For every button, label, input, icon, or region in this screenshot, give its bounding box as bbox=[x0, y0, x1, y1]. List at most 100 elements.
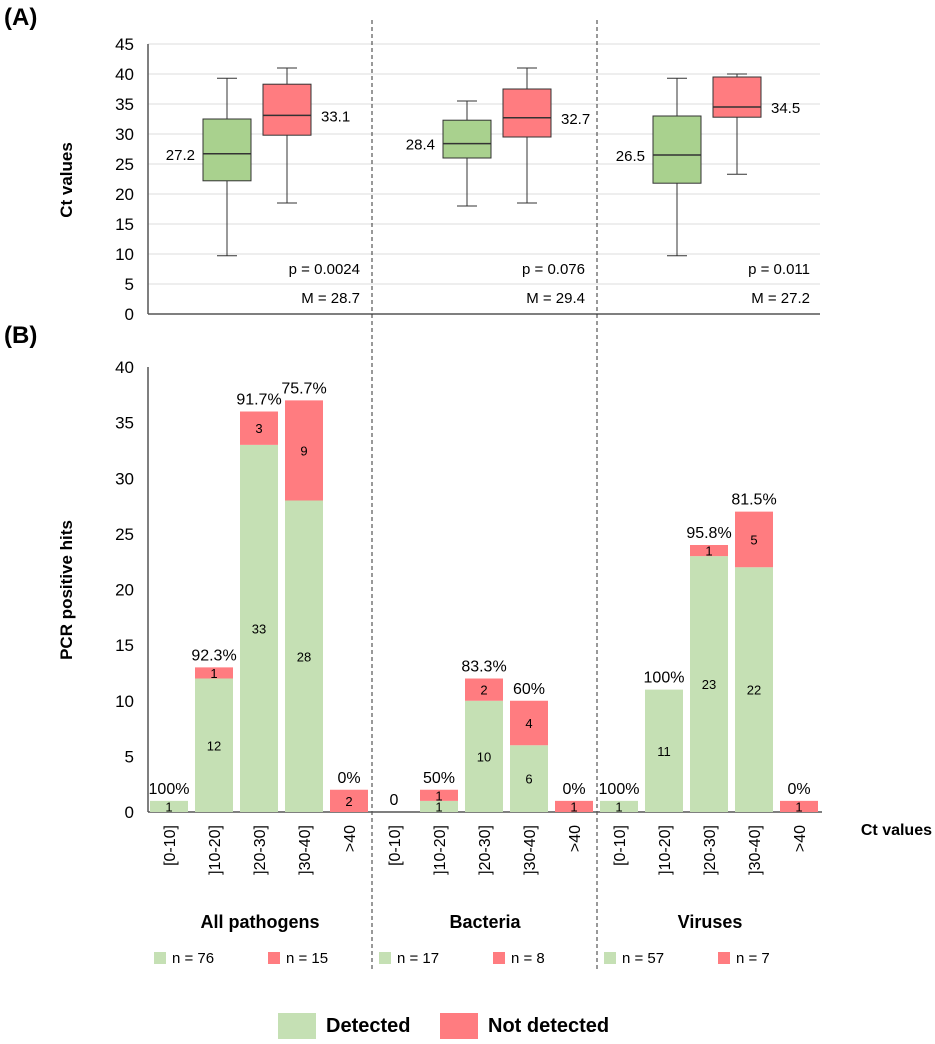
not_detected-box bbox=[712, 76, 762, 118]
x-tick-label: >40 bbox=[792, 825, 809, 852]
percent-label: 91.7% bbox=[236, 392, 281, 409]
panel-b-label: (B) bbox=[4, 322, 38, 349]
bar-value-not-detected: 1 bbox=[795, 799, 802, 814]
x-tick-label: ]10-20] bbox=[207, 825, 224, 875]
bar-value-detected: 10 bbox=[477, 749, 491, 764]
legend-detected-label: Detected bbox=[326, 1014, 411, 1037]
bar-value-not-detected: 1 bbox=[570, 799, 577, 814]
x-tick-label: ]10-20] bbox=[657, 825, 674, 875]
mean-label: M = 28.7 bbox=[301, 290, 360, 307]
percent-label: 83.3% bbox=[461, 659, 506, 676]
y-tick-label: 25 bbox=[115, 155, 134, 174]
bar-value-detected: 12 bbox=[207, 738, 221, 753]
bar-value-not-detected: 1 bbox=[705, 544, 712, 559]
legend-not-detected-label: Not detected bbox=[488, 1014, 610, 1037]
not_detected-box bbox=[502, 88, 552, 138]
bar-not-detected bbox=[735, 511, 773, 568]
n-detected: n = 17 bbox=[397, 950, 439, 967]
x-tick-label: [0-10] bbox=[612, 825, 629, 866]
y-tick-label: 10 bbox=[115, 692, 134, 711]
x-tick-label: ]20-30] bbox=[702, 825, 719, 875]
legend-detected-swatch bbox=[278, 1013, 316, 1039]
bar-value-detected: 22 bbox=[747, 683, 761, 698]
median-label: 27.2 bbox=[166, 147, 195, 164]
legend-not-detected-swatch bbox=[440, 1013, 478, 1039]
percent-label: 100% bbox=[149, 781, 190, 798]
x-axis-title: Ct values bbox=[861, 822, 932, 839]
legend-swatch-not-detected bbox=[268, 952, 280, 964]
y-tick-label: 25 bbox=[115, 525, 134, 544]
bar-not-detected bbox=[240, 411, 278, 445]
mean-label: M = 29.4 bbox=[526, 290, 585, 307]
bar-value-detected: 6 bbox=[525, 772, 532, 787]
x-tick-label: [0-10] bbox=[387, 825, 404, 866]
bar-value-detected: 1 bbox=[615, 799, 622, 814]
percent-label: 92.3% bbox=[191, 647, 236, 664]
percent-label: 81.5% bbox=[731, 492, 776, 509]
panel-a-label: (A) bbox=[4, 4, 38, 31]
legend-swatch-detected bbox=[604, 952, 616, 964]
y-tick-label: 40 bbox=[115, 65, 134, 84]
bar-detected bbox=[240, 444, 278, 812]
y-tick-label: 20 bbox=[115, 185, 134, 204]
detected-box bbox=[652, 115, 702, 184]
bar-detected bbox=[600, 800, 638, 812]
median-label: 32.7 bbox=[561, 111, 590, 128]
percent-label: 50% bbox=[423, 770, 455, 787]
x-tick-label: ]20-30] bbox=[252, 825, 269, 875]
bar-value-not-detected: 1 bbox=[210, 666, 217, 681]
not_detected-box bbox=[262, 83, 312, 136]
bar-detected bbox=[510, 745, 548, 812]
median-label: 34.5 bbox=[771, 100, 800, 117]
x-tick-label: ]30-40] bbox=[522, 825, 539, 875]
x-tick-label: >40 bbox=[567, 825, 584, 852]
y-tick-label: 30 bbox=[115, 125, 134, 144]
bar-detected bbox=[285, 500, 323, 812]
bar-not-detected bbox=[420, 789, 458, 801]
n-not-detected: n = 15 bbox=[286, 950, 328, 967]
y-tick-label: 15 bbox=[115, 215, 134, 234]
y-tick-label: 35 bbox=[115, 414, 134, 433]
y-tick-label: 40 bbox=[115, 358, 134, 377]
legend-swatch-not-detected bbox=[718, 952, 730, 964]
percent-label: 0% bbox=[337, 770, 360, 787]
x-tick-label: ]30-40] bbox=[297, 825, 314, 875]
group-label: Bacteria bbox=[449, 912, 521, 932]
y-tick-label: 45 bbox=[115, 35, 134, 54]
percent-label: 100% bbox=[644, 670, 685, 687]
percent-label: 0 bbox=[390, 792, 399, 809]
y-tick-label: 5 bbox=[125, 275, 134, 294]
x-tick-label: ]20-30] bbox=[477, 825, 494, 875]
mean-label: M = 27.2 bbox=[751, 290, 810, 307]
y-tick-label: 15 bbox=[115, 636, 134, 655]
bar-not-detected bbox=[465, 678, 503, 701]
legend-swatch-detected bbox=[154, 952, 166, 964]
bar-not-detected bbox=[195, 667, 233, 679]
percent-label: 0% bbox=[787, 781, 810, 798]
x-tick-label: >40 bbox=[342, 825, 359, 852]
median-label: 28.4 bbox=[406, 137, 435, 154]
percent-label: 75.7% bbox=[281, 380, 326, 397]
bar-detected bbox=[690, 556, 728, 812]
p-value: p = 0.011 bbox=[748, 261, 810, 278]
group-label: Viruses bbox=[678, 912, 743, 932]
bar-detected bbox=[420, 800, 458, 812]
legend-swatch-detected bbox=[379, 952, 391, 964]
bar-value-detected: 11 bbox=[657, 744, 671, 759]
bar-value-not-detected: 9 bbox=[300, 443, 307, 458]
y-tick-label: 30 bbox=[115, 469, 134, 488]
bar-detected bbox=[645, 689, 683, 812]
n-not-detected: n = 7 bbox=[736, 950, 770, 967]
legend-swatch-not-detected bbox=[493, 952, 505, 964]
legend-not-detected: Not detected bbox=[440, 1013, 609, 1039]
bar-detected bbox=[735, 567, 773, 812]
x-tick-label: ]30-40] bbox=[747, 825, 764, 875]
bar-value-detected: 23 bbox=[702, 677, 716, 692]
y-tick-label: 5 bbox=[125, 747, 134, 766]
p-value: p = 0.076 bbox=[522, 261, 585, 278]
bar-value-detected: 1 bbox=[435, 799, 442, 814]
bar-value-not-detected: 2 bbox=[345, 794, 352, 809]
y-axis-title: PCR positive hits bbox=[57, 520, 76, 660]
percent-label: 95.8% bbox=[686, 525, 731, 542]
